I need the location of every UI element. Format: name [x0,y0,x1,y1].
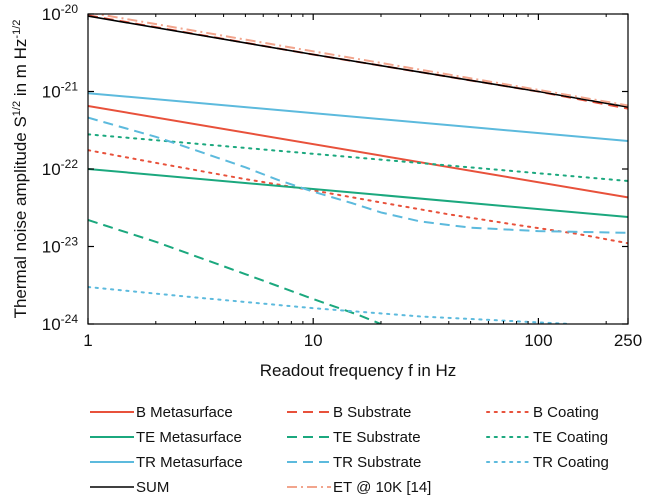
legend-entry-et-10k-14: ET @ 10K [14] [287,479,431,496]
legend-entry-te-metasurface: TE Metasurface [90,429,242,446]
legend-label: TR Coating [533,454,609,471]
legend-label: TE Metasurface [136,429,242,446]
series-line-tr-metasurface [88,92,628,142]
legend-entry-b-substrate: B Substrate [287,404,411,421]
x-tick-label: 250 [614,331,642,350]
series-line-sum [88,15,628,108]
legend-label: B Metasurface [136,404,233,421]
legend-label: TE Substrate [333,429,421,446]
y-tick-label: 10-23 [42,235,79,257]
series-line-et-10k-14 [91,14,628,107]
series-line-tr-coating [88,286,573,324]
legend-label: B Coating [533,404,599,421]
legend-entry-te-coating: TE Coating [486,429,608,446]
legend-entry-tr-coating: TR Coating [486,454,609,471]
axis-ticks: 1 10 100 250 10-24 10-23 10-22 10-21 10-20 [42,2,642,350]
legend-label: SUM [136,479,169,496]
y-tick-label: 10-24 [42,312,79,334]
series-line-tr-substrate [88,116,628,234]
y-tick-label: 10-22 [42,157,79,179]
legend-label: ET @ 10K [14] [333,479,431,496]
series-line-b-coating [88,149,628,245]
y-axis-label: Thermal noise amplitude S1/2 in m Hz-1/2 [11,20,30,319]
chart-legend: B Metasurface B Substrate B Coating TE Meta… [90,404,609,496]
legend-label: TR Substrate [333,454,421,471]
series-line-te-coating [88,133,628,182]
legend-entry-sum: SUM [90,479,169,496]
series-line-te-metasurface [88,168,628,219]
series-line-b-metasurface [88,105,628,199]
series-curves [88,14,628,324]
legend-label: B Substrate [333,404,411,421]
x-tick-label: 1 [83,331,92,350]
y-tick-label: 10-21 [42,80,79,102]
series-line-te-substrate [88,219,382,324]
plot-frame [87,13,629,325]
legend-label: TR Metasurface [136,454,243,471]
legend-entry-tr-substrate: TR Substrate [287,454,421,471]
legend-entry-te-substrate: TE Substrate [287,429,421,446]
legend-entry-tr-metasurface: TR Metasurface [90,454,243,471]
x-axis-label: Readout frequency f in Hz [260,361,457,380]
legend-entry-b-metasurface: B Metasurface [90,404,233,421]
legend-label: TE Coating [533,429,608,446]
x-tick-label: 10 [304,331,323,350]
x-tick-label: 100 [524,331,552,350]
y-tick-label: 10-20 [42,2,79,24]
legend-entry-b-coating: B Coating [486,404,599,421]
